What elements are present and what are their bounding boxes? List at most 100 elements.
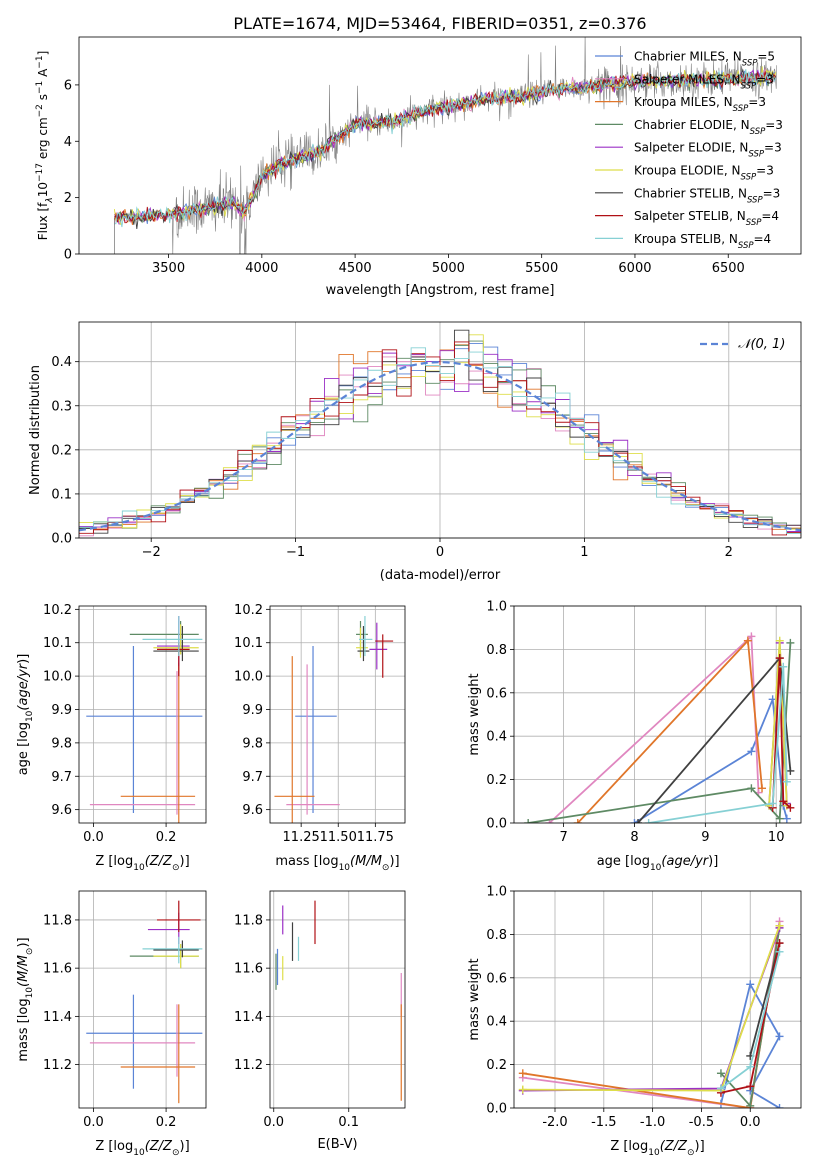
y-tick-label: 11.6 — [234, 962, 263, 977]
legend-entry: Chabrier ELODIE, NSSP=3 — [634, 118, 783, 137]
y-tick-label: 0.6 — [486, 686, 507, 701]
axes-frame — [513, 605, 802, 824]
y-tick-label: 0.0 — [51, 532, 72, 547]
weight-marker — [518, 1069, 527, 1078]
errorbar-point — [120, 1004, 196, 1104]
weight-marker — [779, 797, 788, 806]
y-tick-label: 10.1 — [234, 636, 263, 651]
errorbar-point — [375, 634, 394, 678]
weight-marker — [716, 1069, 725, 1078]
weight-series-line — [749, 942, 781, 1057]
errorbar-point — [359, 616, 373, 657]
errorbar-point — [286, 664, 340, 815]
weight-marker — [775, 814, 784, 823]
y-tick-label: 10.1 — [43, 636, 72, 651]
y-tick-label: 11.6 — [43, 962, 72, 977]
y-tick-label: 0.2 — [486, 1058, 507, 1073]
legend-entry: Kroupa STELIB, NSSP=4 — [634, 232, 771, 251]
weight-marker — [524, 819, 533, 823]
axis-label: Z [log10(Z/Z⊙)] — [95, 854, 189, 873]
axis-ticks: 0.0 0.2 11.2 11.4 11.6 11.8 — [43, 913, 176, 1130]
x-tick-label: 11.50 — [320, 830, 357, 845]
residual-histogram — [79, 347, 801, 534]
y-tick-label: 9.7 — [242, 770, 263, 785]
axis-ticks: −2 −1 0 1 2 0.0 0.1 0.2 0.3 0.4 — [51, 355, 733, 560]
errorbar-point — [142, 616, 203, 657]
axes-frame — [78, 321, 802, 539]
y-tick-label: 1.0 — [486, 885, 507, 900]
y-tick-label: 10.2 — [234, 603, 263, 618]
weight-marker — [573, 819, 582, 823]
y-tick-label: 9.9 — [242, 703, 263, 718]
legend-entry: Salpeter ELODIE, NSSP=3 — [634, 141, 782, 160]
y-tick-label: 0.4 — [51, 355, 72, 370]
axes-frame — [78, 605, 207, 824]
errorbar-point — [120, 662, 196, 823]
weight-series-line — [648, 666, 788, 823]
weight-marker — [743, 636, 752, 645]
weight-marker — [775, 654, 784, 663]
y-tick-label: 6 — [64, 78, 72, 93]
axis-label: Z [log10(Z/Z⊙)] — [610, 1139, 704, 1158]
errorbar-point — [89, 671, 196, 815]
x-tick-label: 0.0 — [83, 1115, 104, 1130]
weight-marker — [746, 980, 755, 989]
x-tick-label: 11.75 — [357, 830, 394, 845]
x-axis-label: E(B-V) — [317, 1137, 357, 1152]
y-axis-label: mass weight — [467, 673, 482, 755]
y-tick-label: 9.6 — [242, 803, 263, 818]
legend-entry: Kroupa MILES, NSSP=3 — [634, 95, 766, 114]
legend-entry: Kroupa ELODIE, NSSP=3 — [634, 164, 774, 183]
axes-frame — [269, 605, 406, 824]
weight-marker — [782, 814, 791, 823]
x-tick-label: −2 — [142, 545, 161, 560]
errorbar-point — [357, 626, 370, 662]
x-tick-label: 5000 — [432, 261, 465, 276]
weight-marker — [716, 1084, 725, 1093]
axis-ticks: 11.25 11.50 11.75 9.6 9.7 9.8 9.9 10.0 10.1 10.2 — [234, 603, 394, 845]
axis-ticks: 0.0 0.1 11.2 11.4 11.6 11.8 — [234, 913, 359, 1130]
x-tick-label: 7 — [559, 830, 567, 845]
weight-marker — [782, 777, 791, 786]
plot-area — [518, 917, 784, 1108]
age-vs-metallicity-panel: 0.0 0.2 9.6 9.7 9.8 9.9 10.0 10.1 10.2 Z [log10(Z… — [16, 603, 207, 873]
y-tick-label: 0.4 — [486, 1015, 507, 1030]
weight-marker — [775, 947, 784, 956]
axis-ticks: 7 8 9 10 0.0 0.2 0.4 0.6 0.8 1.0 — [486, 600, 784, 846]
grid — [79, 891, 206, 1108]
axis-label: Z [log10(Z/Z⊙)] — [95, 1139, 189, 1158]
weight-marker — [746, 1082, 755, 1091]
x-tick-label: 8 — [630, 830, 638, 845]
errorbar-point — [295, 646, 337, 813]
weight-marker — [758, 784, 767, 793]
weight-marker — [775, 1032, 784, 1041]
plot-area — [86, 616, 203, 823]
x-axis-label: age [log10(age/yr)] — [597, 854, 719, 873]
weight-marker — [644, 819, 653, 823]
plot-area — [524, 632, 795, 823]
y-tick-label: 9.7 — [51, 770, 72, 785]
x-tick-label: -2.0 — [542, 1115, 567, 1130]
weight-marker — [775, 1104, 784, 1108]
spectrum-panel: 3500 4000 4500 5000 5500 6000 6500 0 2 4 6 Chabrier… — [35, 36, 802, 298]
x-tick-label: 2 — [725, 545, 733, 560]
weight-marker — [775, 921, 784, 930]
errorbar-point — [86, 994, 203, 1089]
y-tick-label: 11.8 — [43, 913, 72, 928]
weight-vs-metallicity-panel: -2.0 -1.5 -1.0 -0.5 0.0 0.0 0.2 0.4 0.6 0.8 1.0 Z [… — [467, 885, 802, 1158]
y-tick-label: 0.0 — [486, 817, 507, 832]
y-tick-label: 0.2 — [486, 773, 507, 788]
axes-frame — [513, 890, 802, 1109]
x-tick-label: 4000 — [245, 261, 278, 276]
y-tick-label: 11.8 — [234, 913, 263, 928]
x-tick-label: 0.0 — [263, 1115, 284, 1130]
x-tick-label: −1 — [286, 545, 305, 560]
x-tick-label: 6500 — [712, 261, 745, 276]
x-tick-label: 0.2 — [156, 830, 177, 845]
weight-marker — [786, 803, 795, 812]
normal-curve — [79, 360, 801, 532]
x-tick-label: 11.25 — [283, 830, 320, 845]
errorbar-point — [356, 627, 368, 658]
y-tick-label: 0.4 — [486, 730, 507, 745]
x-tick-label: 3500 — [152, 261, 185, 276]
